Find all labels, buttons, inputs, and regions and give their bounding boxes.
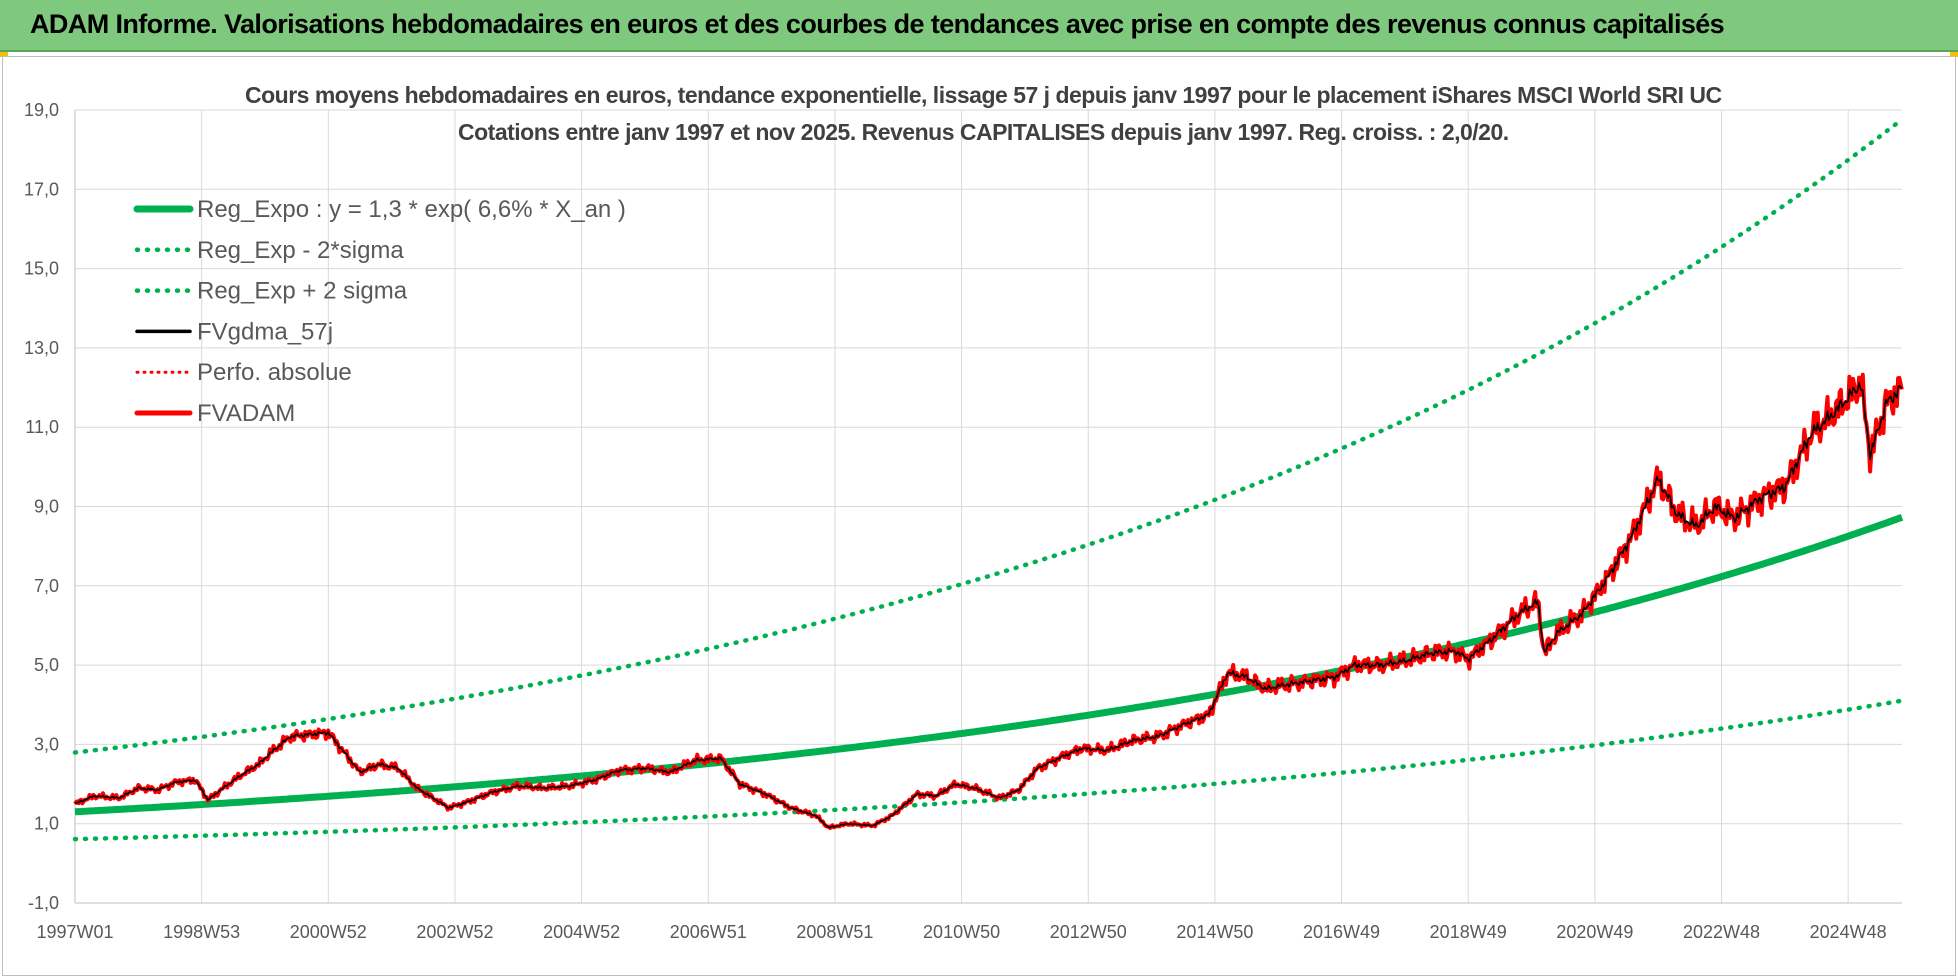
x-tick-label: 2022W48 [1683,922,1760,942]
series-fvgdma-57j [74,381,1903,829]
y-tick-label: 9,0 [34,497,59,517]
grid-layer [74,109,1902,904]
chart-title-line-2: Cotations entre janv 1997 et nov 2025. R… [458,119,1509,145]
y-tick-label: 11,0 [25,417,59,437]
x-tick-label: 2006W51 [670,922,747,942]
x-tick-label: 2012W50 [1050,922,1127,942]
x-tick-label: 1997W01 [36,922,113,942]
x-tick-label: 2010W50 [923,922,1000,942]
chart-frame [2,56,1956,976]
series-reg-exp-minus-2-sigma [72,698,1905,842]
y-tick-label: -1,0 [28,893,59,913]
y-tick-label: 1,0 [34,814,59,834]
corner-marker-left [0,52,8,57]
series-reg-exp-plus-2-sigma [72,117,1905,755]
y-tick-label: 13,0 [24,338,59,358]
y-tick-label: 15,0 [24,259,59,279]
x-tick-label: 2018W49 [1430,922,1507,942]
x-tick-label: 2004W52 [543,922,620,942]
x-tick-label: 1998W53 [163,922,240,942]
report-banner: ADAM Informe. Valorisations hebdomadaire… [0,0,1958,52]
y-tick-label: 7,0 [34,576,59,596]
y-tick-label: 5,0 [34,655,59,675]
corner-marker-right [1950,52,1958,57]
y-tick-label: 3,0 [34,734,59,754]
y-tick-label: 17,0 [24,179,59,199]
legend-fvgdma-57j-label: FVgdma_57j [197,318,333,345]
x-tick-label: 2000W52 [290,922,367,942]
axis-layer: -1,0 1,0 3,0 5,0 7,0 9,0 11,0 13,0 15,0 17,0 19,0 1… [24,100,1902,942]
x-tick-label: 2014W50 [1176,922,1253,942]
legend-fvadam-label: FVADAM [197,400,295,427]
chart-title-line-1: Cours moyens hebdomadaires en euros, ten… [245,82,1722,108]
report-title: ADAM Informe. Valorisations hebdomadaire… [30,9,1725,39]
series-reg-expo [74,513,1904,816]
series-layer [72,117,1905,842]
legend: Reg_Expo : y = 1,3 * exp( 6,6% * X_an ) R… [133,196,626,427]
x-tick-label: 2020W49 [1556,922,1633,942]
x-tick-label: 2008W51 [796,922,873,942]
legend-reg-expo-label: Reg_Expo : y = 1,3 * exp( 6,6% * X_an ) [197,196,626,223]
legend-reg-exp-minus-2-sigma-label: Reg_Exp - 2*sigma [197,237,404,264]
legend-perfo-absolue-label: Perfo. absolue [197,359,352,386]
y-tick-label: 19,0 [24,100,59,120]
x-tick-label: 2024W48 [1810,922,1887,942]
x-tick-label: 2016W49 [1303,922,1380,942]
x-tick-label: 2002W52 [416,922,493,942]
legend-reg-exp-plus-2-sigma-label: Reg_Exp + 2 sigma [197,278,408,305]
